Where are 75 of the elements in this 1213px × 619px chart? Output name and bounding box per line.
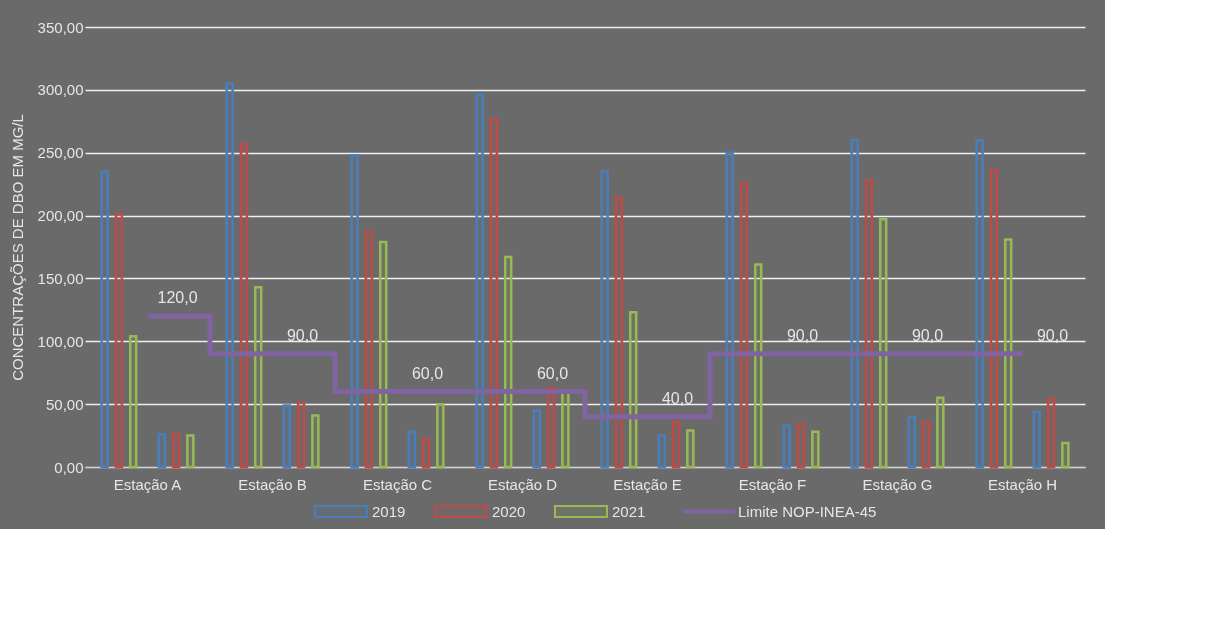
bar	[686, 429, 695, 469]
bar	[296, 401, 306, 469]
bar	[114, 213, 124, 469]
y-tick-label: 350,00	[37, 18, 84, 36]
bar	[436, 402, 445, 469]
x-tick-label: Estação D	[487, 475, 558, 493]
legend-label: 2019	[372, 502, 406, 520]
y-tick-label: 50,00	[45, 395, 84, 413]
bar	[475, 93, 484, 469]
bar	[489, 117, 499, 469]
y-tick-label: 0,00	[54, 458, 84, 476]
bar	[1061, 441, 1070, 469]
data-label: 120,0	[157, 289, 198, 307]
bar	[100, 170, 109, 469]
bar	[186, 434, 195, 469]
legend-label: Limite NOP-INEA-45	[738, 502, 877, 520]
bar	[364, 230, 374, 469]
bar	[225, 82, 234, 469]
bar	[657, 434, 667, 469]
bar	[811, 430, 820, 469]
x-tick-label: Estação F	[738, 475, 807, 493]
bar	[796, 423, 806, 469]
bar	[1046, 397, 1056, 469]
bar	[532, 409, 542, 469]
x-tick-label: Estação E	[613, 475, 682, 493]
bar	[253, 285, 263, 469]
y-tick-label: 150,00	[37, 269, 84, 287]
y-tick-label: 100,00	[37, 332, 84, 350]
bar	[600, 170, 609, 469]
bar	[614, 196, 624, 469]
bar	[782, 424, 792, 469]
legend-label: 2020	[492, 502, 526, 520]
bar	[936, 396, 945, 469]
bar	[128, 335, 138, 469]
x-tick-label: Estação H	[987, 475, 1058, 493]
x-tick-label: Estação C	[362, 475, 433, 493]
bar	[421, 438, 431, 469]
bar	[725, 151, 734, 469]
data-label: 90,0	[286, 326, 319, 344]
bar	[1003, 238, 1013, 469]
bar	[921, 420, 931, 469]
y-tick-label: 250,00	[37, 144, 84, 162]
bar	[989, 169, 999, 469]
bar	[503, 255, 513, 469]
data-label: 40,0	[661, 389, 694, 407]
y-axis-title: CONCENTRAÇÕES DE DBO EM MG/L	[8, 114, 26, 381]
x-tick-label: Estação A	[113, 475, 182, 493]
x-tick-label: Estação B	[238, 475, 307, 493]
bar	[239, 142, 249, 469]
bar	[975, 138, 984, 469]
y-tick-label: 200,00	[37, 207, 84, 225]
bar	[378, 240, 388, 469]
bar	[407, 430, 417, 469]
data-label: 90,0	[786, 326, 819, 344]
bar	[739, 181, 749, 469]
bar	[671, 420, 681, 469]
data-label: 60,0	[536, 364, 569, 382]
bar	[171, 433, 181, 469]
bar	[282, 404, 292, 469]
bar	[1032, 410, 1042, 469]
bar	[350, 153, 359, 469]
data-label: 90,0	[1036, 326, 1069, 344]
bar	[311, 414, 320, 469]
bar	[157, 433, 167, 469]
legend-label: 2021	[612, 502, 646, 520]
bar	[753, 263, 763, 469]
bar	[628, 311, 638, 469]
bar	[864, 179, 874, 469]
bar	[907, 415, 917, 469]
y-tick-label: 300,00	[37, 81, 84, 99]
x-tick-label: Estação G	[862, 475, 933, 493]
bar	[878, 218, 888, 469]
bar	[850, 138, 859, 469]
data-label: 60,0	[411, 364, 444, 382]
data-label: 90,0	[911, 326, 944, 344]
